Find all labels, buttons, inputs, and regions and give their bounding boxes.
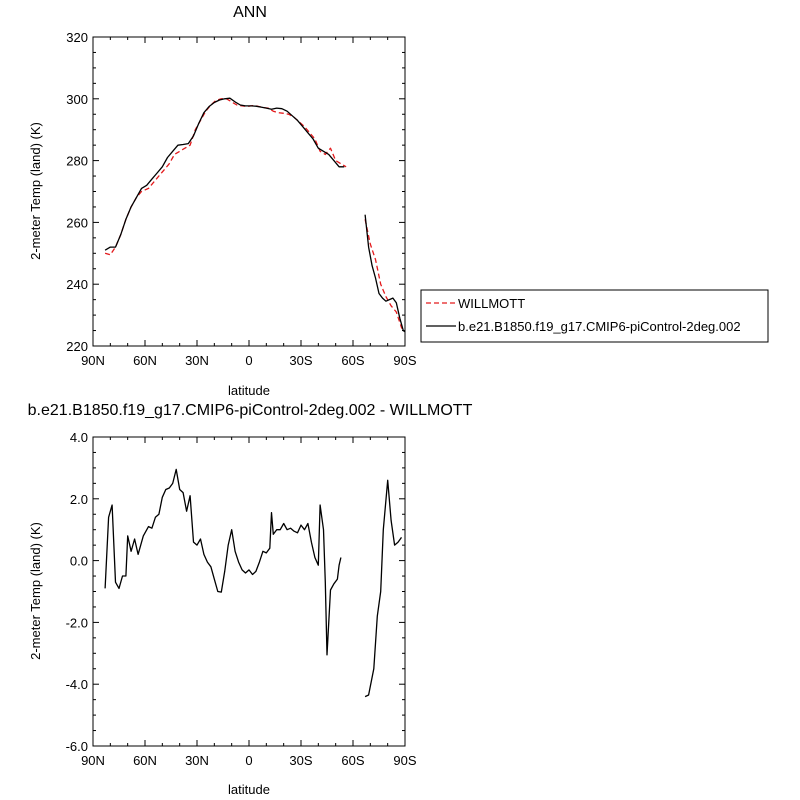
bottom-x-ticks: 90N 60N 30N 0 30S 60S 90S <box>81 437 417 768</box>
top-x-tick-label: 90S <box>393 353 416 368</box>
top-x-axis-label: latitude <box>228 383 270 398</box>
bottom-x-tick-label: 0 <box>245 753 252 768</box>
top-x-ticks: 90N 60N 30N 0 30S 60S 90S <box>81 37 417 368</box>
legend-willmott-label: WILLMOTT <box>458 296 525 311</box>
bottom-y-axis-label: 2-meter Temp (land) (K) <box>28 522 43 660</box>
top-y-tick-label: 240 <box>66 277 88 292</box>
bottom-x-tick-label: 60S <box>341 753 364 768</box>
top-x-tick-label: 0 <box>245 353 252 368</box>
legend-frame <box>420 289 769 343</box>
top-x-tick-label: 30N <box>185 353 209 368</box>
top-y-tick-label: 320 <box>66 30 88 45</box>
legend-model-label: b.e21.B1850.f19_g17.CMIP6-piControl-2deg… <box>458 319 741 334</box>
top-y-axis-label: 2-meter Temp (land) (K) <box>28 122 43 260</box>
top-y-tick-label: 220 <box>66 339 88 354</box>
top-chart-title: ANN <box>233 4 267 21</box>
bottom-y-ticks: -6.0 -4.0 -2.0 0.0 2.0 4.0 <box>66 430 405 754</box>
top-x-tick-label: 60N <box>133 353 157 368</box>
legend: WILLMOTT b.e21.B1850.f19_g17.CMIP6-piCon… <box>420 289 769 343</box>
bottom-y-tick-label: 0.0 <box>70 554 88 569</box>
bottom-x-tick-label: 90S <box>393 753 416 768</box>
top-series-0-line-segment-0 <box>104 98 347 256</box>
bottom-x-tick-label: 30N <box>185 753 209 768</box>
bottom-x-axis-label: latitude <box>228 782 270 797</box>
bottom-plot-frame <box>92 436 406 747</box>
bottom-y-tick-label: -4.0 <box>66 677 88 692</box>
bottom-series-0-line-segment-1 <box>364 479 403 698</box>
top-series-lines <box>104 97 406 333</box>
bottom-x-tick-label: 90N <box>81 753 105 768</box>
top-y-tick-label: 260 <box>66 215 88 230</box>
bottom-series-0-line-segment-0 <box>104 468 342 656</box>
top-y-tick-label: 280 <box>66 154 88 169</box>
bottom-x-tick-label: 30S <box>289 753 312 768</box>
top-series-1-line-segment-1 <box>364 214 406 333</box>
top-y-tick-label: 300 <box>66 92 88 107</box>
top-x-tick-label: 60S <box>341 353 364 368</box>
top-y-ticks: 220 240 260 280 300 320 <box>66 30 405 354</box>
bottom-y-tick-label: -2.0 <box>66 615 88 630</box>
bottom-y-tick-label: 2.0 <box>70 492 88 507</box>
bottom-panel: b.e21.B1850.f19_g17.CMIP6-piControl-2deg… <box>28 402 473 797</box>
bottom-chart-title: b.e21.B1850.f19_g17.CMIP6-piControl-2deg… <box>28 402 473 419</box>
bottom-x-tick-label: 60N <box>133 753 157 768</box>
top-x-tick-label: 30S <box>289 353 312 368</box>
top-x-tick-label: 90N <box>81 353 105 368</box>
bottom-y-tick-label: 4.0 <box>70 430 88 445</box>
top-series-1-line-segment-0 <box>104 97 345 251</box>
top-series-0-line-segment-1 <box>364 219 404 331</box>
bottom-series-lines <box>104 468 403 698</box>
bottom-y-tick-label: -6.0 <box>66 739 88 754</box>
